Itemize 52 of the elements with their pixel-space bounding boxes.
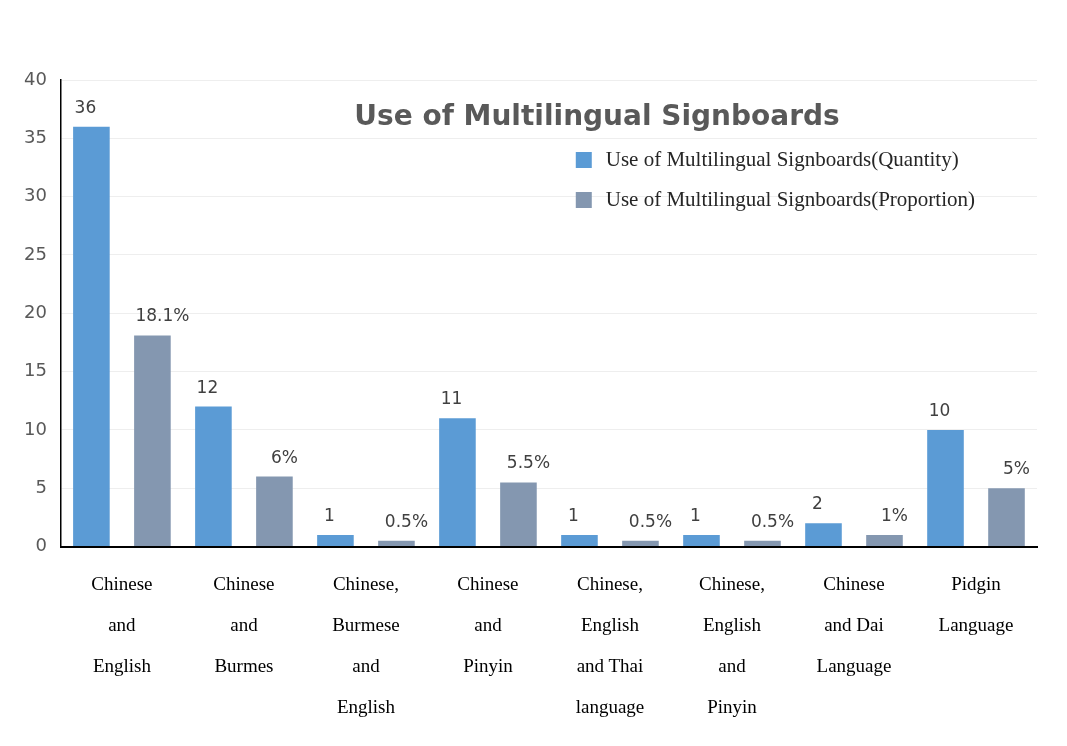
- bar: [317, 534, 354, 547]
- bar: [256, 476, 293, 547]
- text: Use of Multilingual Signboards: [354, 99, 840, 133]
- data-label: 12: [196, 376, 219, 397]
- legend-label: Use of Multilingual Signboards(Quantity): [605, 146, 959, 171]
- data-label: 1: [568, 504, 579, 525]
- bar: [622, 540, 659, 547]
- bar: [500, 482, 537, 547]
- y-tick-label: 25: [24, 242, 47, 264]
- bar: [73, 126, 110, 547]
- bar: [927, 429, 964, 547]
- bar: [805, 523, 842, 547]
- x-tick-label: Chinese and Pinyin: [457, 573, 519, 676]
- bar: [195, 406, 232, 547]
- y-tick-label: 10: [24, 417, 47, 439]
- legend-label: Use of Multilingual Signboards(Proportion): [605, 186, 976, 211]
- y-tick-label: 5: [35, 475, 47, 497]
- data-label: 0.5%: [750, 510, 795, 531]
- y-tick-label: 20: [24, 300, 47, 322]
- data-label: 36: [74, 96, 97, 117]
- bar: [683, 534, 720, 547]
- y-tick-label: 35: [24, 126, 47, 147]
- data-label: 18.1%: [135, 305, 190, 326]
- x-tick-label: Chinese and Burmes: [213, 573, 275, 676]
- data-label: 5.5%: [506, 452, 551, 473]
- data-label: 1%: [880, 504, 908, 525]
- data-label: 1: [690, 504, 701, 525]
- bar: [134, 335, 171, 547]
- bar: [439, 418, 476, 547]
- data-label: 10: [928, 399, 951, 420]
- data-label: 11: [440, 388, 463, 409]
- bar: [866, 534, 903, 547]
- data-label: 2: [812, 493, 823, 514]
- x-tick-label: Chinese and English: [91, 573, 153, 676]
- data-label: 1: [324, 504, 335, 525]
- x-tick-label: Chinese and Dai Language: [816, 573, 892, 676]
- data-label: 5%: [1003, 458, 1030, 479]
- data-label: 0.5%: [628, 510, 673, 531]
- x-tick-label: Chinese, English and Thai language: [575, 573, 645, 717]
- y-tick-label: 0: [35, 534, 47, 556]
- y-tick-label: 15: [24, 359, 47, 381]
- bar: [744, 540, 781, 547]
- y-tick-label: 40: [24, 67, 47, 89]
- bar: [561, 534, 598, 547]
- data-label: 6%: [270, 446, 298, 467]
- bar: [988, 488, 1025, 547]
- x-tick-label: Chinese, English and Pinyin: [698, 573, 765, 717]
- x-tick-label: Pidgin Language: [938, 573, 1014, 635]
- bar: [378, 540, 415, 547]
- y-tick-label: 30: [24, 184, 47, 206]
- data-label: 0.5%: [384, 510, 429, 531]
- x-tick-label: Chinese, Burmese and English: [332, 573, 400, 717]
